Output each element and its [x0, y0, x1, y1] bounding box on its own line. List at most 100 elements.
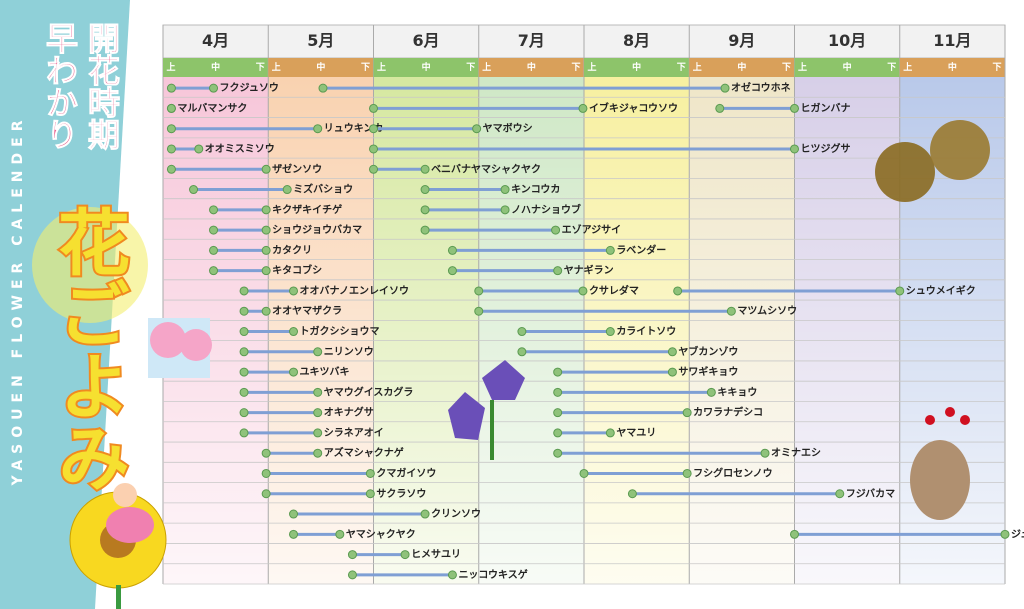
end-dot [447, 570, 457, 580]
flower-name: ジュウガツザクラ [1011, 527, 1024, 540]
end-dot [261, 245, 271, 255]
subperiod-label: 中 [422, 61, 431, 73]
start-dot [553, 387, 563, 397]
end-dot [605, 327, 615, 337]
end-dot [420, 509, 430, 519]
end-dot [578, 286, 588, 296]
end-dot [895, 286, 905, 296]
flower-name: マルバマンサク [177, 102, 247, 114]
flower-name: シュウメイギク [906, 284, 976, 297]
end-dot [313, 428, 323, 438]
subtitle-line: 早わかり [41, 22, 79, 150]
start-dot [553, 408, 563, 418]
end-dot [313, 387, 323, 397]
end-dot [289, 327, 299, 337]
flower-name: ベニバナヤマシャクヤク [431, 163, 541, 175]
end-dot [1000, 529, 1010, 539]
start-dot [261, 489, 271, 499]
title-glow [32, 207, 148, 323]
flower-name: オゼコウホネ [731, 81, 791, 94]
subtitle-line: 開花時期 [83, 22, 121, 151]
flower-name: ラベンダー [616, 243, 666, 256]
chart-title: 花ごよみ [45, 205, 129, 493]
month-label: 5月 [307, 31, 334, 50]
subheader-bg [584, 58, 690, 77]
start-dot [715, 103, 725, 113]
start-dot [239, 408, 249, 418]
start-dot [166, 164, 176, 174]
subperiod-label: 上 [693, 61, 702, 73]
end-dot [313, 124, 323, 134]
side-text: YASOUEN FLOWER CALENDER [10, 115, 26, 487]
flower-name: イブキジャコウソウ [589, 101, 678, 114]
end-dot [261, 306, 271, 316]
start-dot [347, 550, 357, 560]
end-dot [166, 103, 176, 113]
flower-name: エゾアジサイ [562, 223, 622, 236]
start-dot [517, 327, 527, 337]
flower-name: キンコウカ [511, 184, 560, 196]
chestnut-illustration [875, 120, 990, 202]
subperiod-label: 下 [992, 62, 1001, 73]
subperiod-label: 下 [782, 62, 791, 73]
end-dot [335, 529, 345, 539]
flower-name: ヤマユリ [616, 427, 656, 439]
end-dot [835, 489, 845, 499]
start-dot [553, 448, 563, 458]
flower-name: フクジュソウ [220, 82, 279, 94]
end-dot [667, 347, 677, 357]
flower-illustration [69, 483, 167, 609]
month-label: 4月 [202, 31, 229, 50]
start-dot [166, 144, 176, 154]
subheader-bg [163, 58, 269, 77]
subperiod-label: 中 [527, 61, 536, 73]
flower-name: クリンソウ [431, 508, 481, 520]
subperiod-label: 上 [377, 61, 386, 73]
flower-name: ヒツジグサ [801, 142, 851, 155]
subperiod-label: 上 [166, 61, 175, 73]
subperiod-label: 下 [256, 62, 265, 73]
subheader-bg [689, 58, 795, 77]
start-dot [553, 428, 563, 438]
start-dot [579, 468, 589, 478]
subperiod-label: 中 [843, 61, 852, 73]
subperiod-label: 中 [211, 61, 220, 73]
subperiod-label: 中 [948, 61, 957, 73]
subperiod-label: 下 [361, 62, 370, 73]
flower-name: オキナグサ [324, 406, 374, 419]
subperiod-label: 下 [571, 62, 580, 73]
flower-name: マツムシソウ [737, 305, 797, 317]
flower-name: カライトソウ [616, 326, 676, 338]
subheader-bg [373, 58, 479, 77]
start-dot [239, 306, 249, 316]
month-label: 10月 [828, 31, 866, 50]
subperiod-label: 中 [737, 61, 746, 73]
flower-name: ノハナショウブ [511, 203, 581, 216]
start-dot [209, 245, 219, 255]
start-dot [369, 164, 378, 174]
start-dot [239, 428, 249, 438]
end-dot [365, 468, 375, 478]
flower-name: オミナエシ [771, 447, 821, 459]
month-label: 7月 [518, 31, 545, 50]
flower-name: ショウジョウバカマ [272, 224, 362, 236]
end-dot [790, 144, 799, 154]
flower-name: ミズバショウ [293, 183, 353, 196]
start-dot [166, 83, 176, 93]
flower-name: ヒメサユリ [411, 549, 461, 561]
start-dot [447, 245, 457, 255]
start-dot [673, 286, 683, 296]
start-dot [474, 286, 484, 296]
flower-name: フシグロセンノウ [693, 466, 773, 479]
end-dot [194, 144, 204, 154]
end-dot [706, 387, 716, 397]
flower-name: アズマシャクナゲ [324, 446, 404, 459]
flower-name: カタクリ [272, 244, 312, 256]
flower-name: オオミスミソウ [205, 143, 275, 155]
end-dot [720, 83, 730, 93]
flower-name: キクザキイチゲ [272, 203, 342, 216]
flower-name: カワラナデシコ [693, 406, 763, 419]
subperiod-label: 中 [632, 61, 641, 73]
